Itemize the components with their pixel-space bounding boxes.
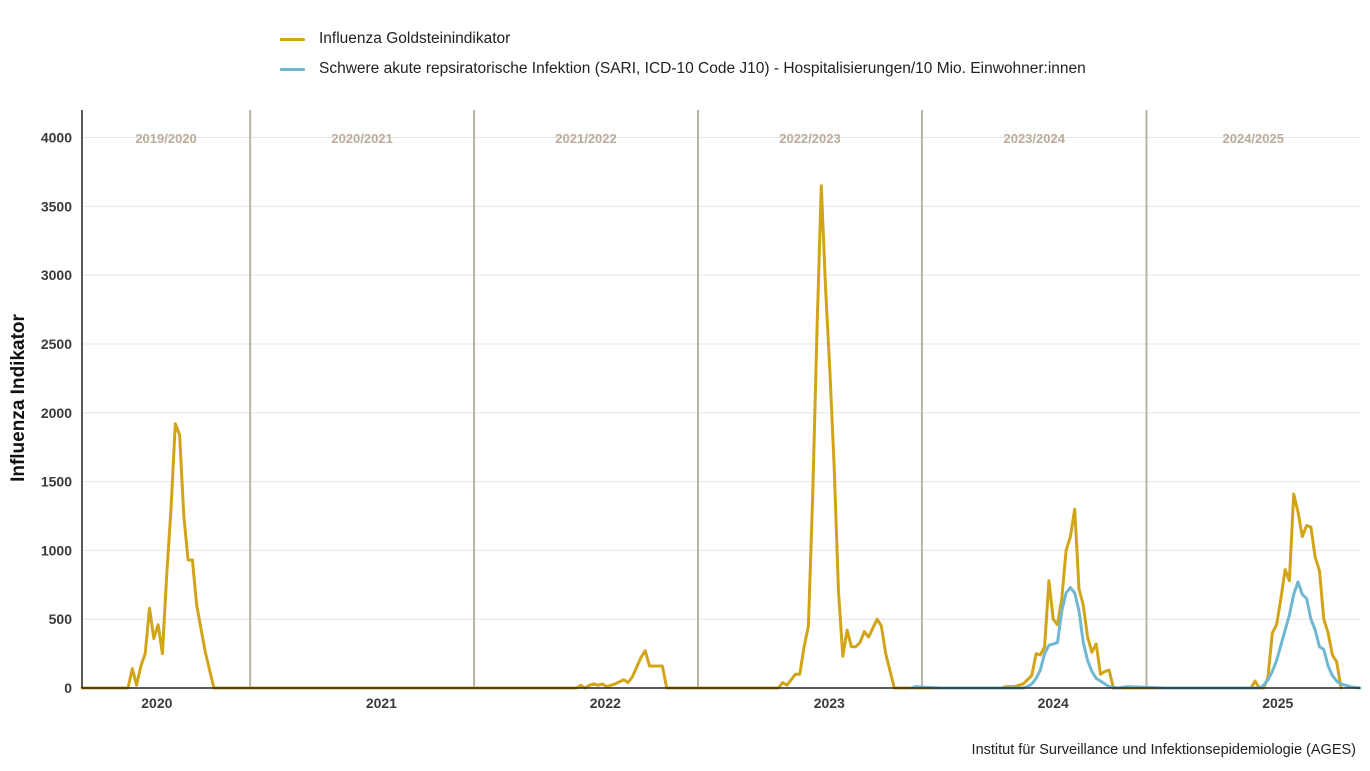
season-label: 2019/2020 [135,131,196,146]
legend: Influenza Goldsteinindikator Schwere aku… [280,24,1086,84]
legend-swatch-sari [280,67,305,71]
x-tick-label: 2024 [1038,695,1069,711]
y-tick-label: 0 [64,680,72,696]
y-tick-label: 3000 [41,267,72,283]
x-tick-label: 2021 [366,695,397,711]
x-tick-label: 2025 [1262,695,1293,711]
legend-item-sari: Schwere akute repsiratorische Infektion … [280,54,1086,84]
season-label: 2020/2021 [331,131,392,146]
season-label: 2022/2023 [779,131,840,146]
x-tick-label: 2020 [141,695,172,711]
y-tick-label: 1000 [41,542,72,558]
legend-label-sari: Schwere akute repsiratorische Infektion … [319,60,1086,77]
y-tick-label: 2500 [41,336,72,352]
season-label: 2024/2025 [1223,131,1284,146]
legend-item-influenza: Influenza Goldsteinindikator [280,24,1086,54]
x-tick-label: 2022 [590,695,621,711]
season-label: 2021/2022 [555,131,616,146]
x-tick-label: 2023 [814,695,845,711]
season-label: 2023/2024 [1003,131,1065,146]
source-caption: Institut für Surveillance und Infektions… [971,742,1356,758]
series-line-sari [910,580,1362,690]
y-tick-label: 4000 [41,130,72,146]
y-tick-label: 3500 [41,198,72,214]
legend-swatch-influenza [280,37,305,41]
series-line-influenza [80,184,1343,690]
legend-label-influenza: Influenza Goldsteinindikator [319,30,511,47]
y-tick-label: 1500 [41,474,72,490]
y-tick-label: 500 [49,611,73,627]
y-tick-label: 2000 [41,405,72,421]
